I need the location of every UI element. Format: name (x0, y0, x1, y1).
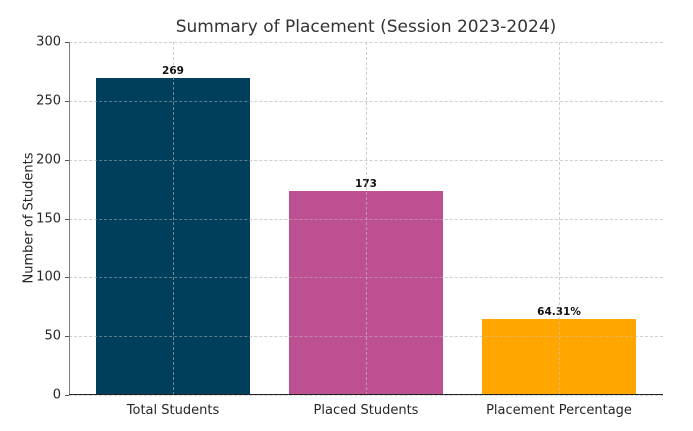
y-tick-label: 250 (36, 93, 61, 109)
x-gridline-overlay (173, 42, 174, 395)
y-tick-mark (65, 336, 69, 338)
y-tick-label: 100 (36, 269, 61, 285)
y-tick-label: 0 (52, 387, 61, 403)
y-tick-mark (65, 277, 69, 279)
x-tick-label: Placed Students (313, 403, 419, 418)
chart-title: Summary of Placement (Session 2023-2024) (175, 17, 557, 37)
y-tick-label: 50 (44, 328, 61, 344)
x-axis-spine (69, 394, 663, 395)
y-gridline (69, 395, 663, 396)
y-tick-mark (65, 100, 69, 102)
x-gridline-overlay (366, 42, 367, 395)
plot-area: 269 173 64.31% 0 50 100 150 200 250 300 (36, 35, 663, 403)
x-gridline-overlay (559, 42, 560, 395)
y-tick-mark (65, 42, 69, 43)
y-tick-mark (65, 218, 69, 220)
x-tick-label: Placement Percentage (486, 403, 632, 418)
y-tick-label: 300 (36, 34, 61, 50)
y-axis-spine (69, 42, 70, 395)
y-tick-mark (65, 395, 69, 396)
x-tick-label: Total Students (126, 403, 220, 418)
y-tick-mark (65, 159, 69, 161)
y-tick-label: 200 (36, 152, 61, 168)
y-tick-label: 150 (36, 211, 61, 226)
